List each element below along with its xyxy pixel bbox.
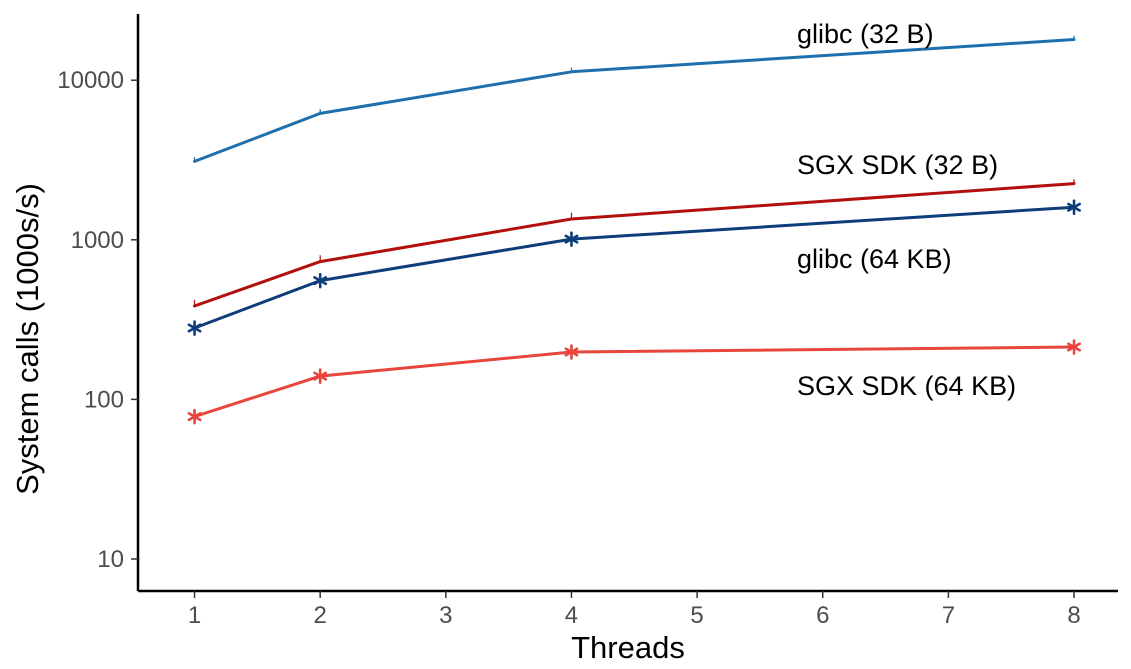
x-tick-label: 3 <box>439 602 452 629</box>
x-ticks: 1 2 3 4 5 6 7 8 <box>188 591 1081 629</box>
series-label-glibc-64kb: glibc (64 KB) <box>797 244 952 274</box>
series-glibc-64-kb <box>187 199 1081 336</box>
data-point <box>313 368 328 384</box>
y-tick-label: 100 <box>84 386 124 413</box>
series-label-glibc-32b: glibc (32 B) <box>797 19 934 49</box>
y-tick-label: 10000 <box>57 67 124 94</box>
series-labels: glibc (32 B) SGX SDK (32 B) glibc (64 KB… <box>797 19 1016 401</box>
y-tick-label: 1000 <box>71 227 124 254</box>
x-axis-title: Threads <box>571 630 685 665</box>
x-tick-label: 5 <box>690 602 703 629</box>
series-line-sgx-sdk-32-b <box>193 182 1076 308</box>
x-tick-label: 1 <box>188 602 201 629</box>
x-tick-label: 2 <box>313 602 326 629</box>
series-sgx-sdk-32-b <box>193 179 1076 308</box>
data-point <box>1067 339 1081 355</box>
x-tick-label: 8 <box>1067 602 1080 629</box>
data-point <box>1067 199 1081 216</box>
series-sgx-sdk-64-kb <box>187 339 1081 425</box>
series-line-sgx-sdk-64-kb <box>193 345 1076 419</box>
y-tick-label: 10 <box>97 546 124 573</box>
data-point <box>187 408 202 425</box>
series-label-sgx-sdk-64kb: SGX SDK (64 KB) <box>797 371 1016 401</box>
data-point <box>564 344 579 360</box>
x-tick-label: 6 <box>816 602 829 629</box>
series-layer <box>187 35 1081 425</box>
axes <box>136 14 1118 593</box>
series-glibc-32-b <box>193 35 1076 163</box>
data-point <box>564 231 579 247</box>
x-tick-label: 7 <box>942 602 955 629</box>
data-point <box>187 320 202 336</box>
y-ticks: 10 100 1000 10000 <box>57 67 138 573</box>
data-point <box>313 272 328 289</box>
series-line-glibc-32-b <box>193 38 1076 163</box>
y-axis-title: System calls (1000s/s) <box>10 183 45 495</box>
series-line-glibc-64-kb <box>193 205 1076 330</box>
x-tick-label: 4 <box>565 602 578 629</box>
series-label-sgx-sdk-32b: SGX SDK (32 B) <box>797 150 998 180</box>
